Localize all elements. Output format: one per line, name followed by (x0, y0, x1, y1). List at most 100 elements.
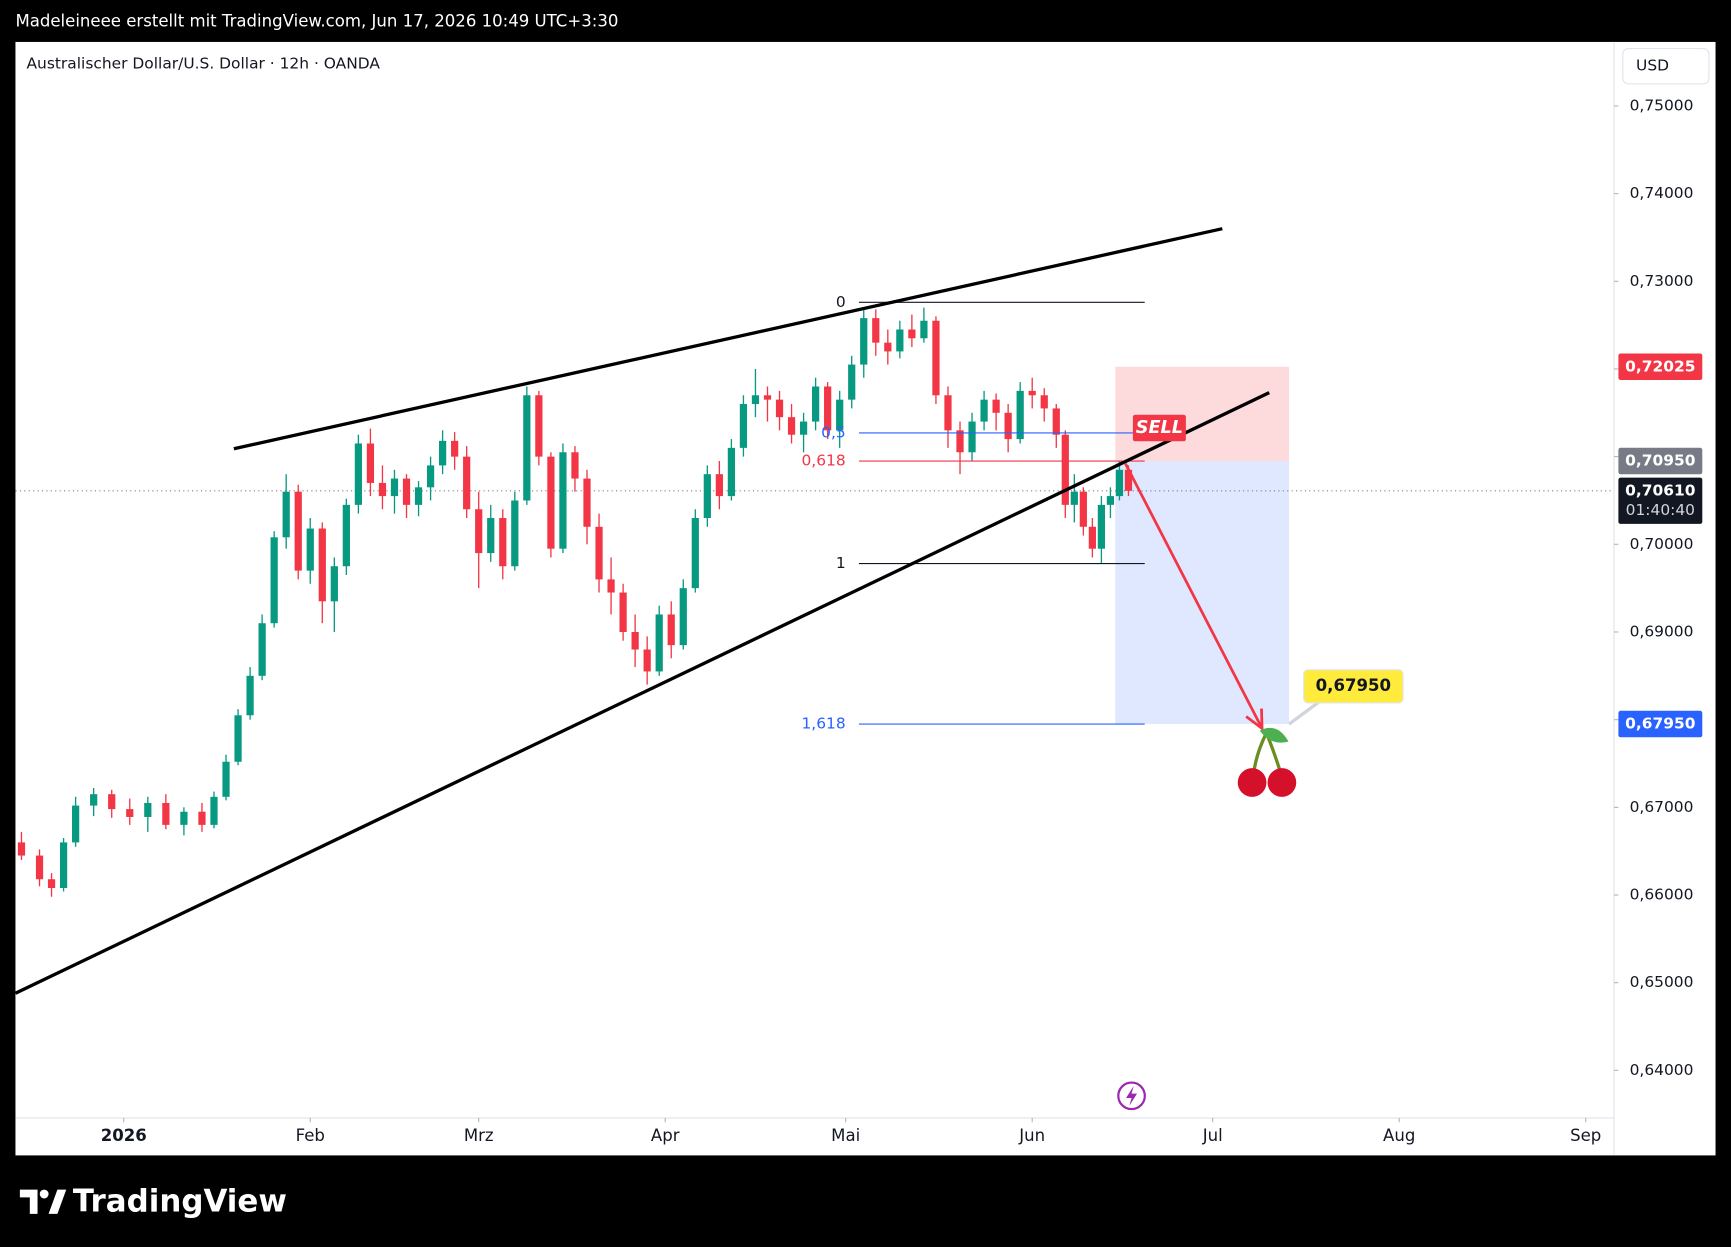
x-tick-label: Mrz (464, 1126, 494, 1145)
candle-body (234, 715, 242, 762)
candle-body (35, 855, 44, 880)
price-tag-label: 0,70950 (1625, 452, 1695, 470)
candle-body (884, 342, 892, 352)
y-tick-label: 0,65000 (1630, 973, 1694, 991)
candle-body (860, 318, 868, 365)
candle-body (872, 318, 880, 343)
price-tag (1618, 353, 1703, 381)
price-tag-label: 0,72025 (1625, 357, 1695, 375)
attribution: Madeleineee erstellt mit TradingView.com… (15, 12, 618, 31)
candle-body (787, 417, 796, 435)
cherry (1267, 768, 1297, 797)
x-tick-label: 2026 (101, 1126, 147, 1145)
candle-body (17, 842, 26, 856)
logo-dot (39, 1189, 49, 1199)
fib-label: 0,5 (821, 423, 846, 441)
candle-body (619, 592, 627, 632)
x-tick-label: Aug (1383, 1126, 1415, 1145)
candle-body (270, 537, 278, 624)
candle-body (968, 421, 976, 453)
alert-icon[interactable] (1117, 1081, 1146, 1111)
candle-body (426, 465, 435, 488)
candle-body (751, 395, 760, 405)
cherry (1237, 768, 1267, 797)
candle-body (980, 399, 988, 422)
callout-pointer (1288, 700, 1321, 726)
candle-body (1115, 469, 1124, 497)
price-tag (1618, 447, 1703, 475)
callout-box (1303, 669, 1404, 704)
currency-box[interactable] (1622, 48, 1710, 85)
candle-body (607, 579, 615, 593)
candle-body (414, 487, 423, 505)
chart-panel (15, 41, 1716, 1156)
candle-body (631, 631, 639, 650)
candle-body (366, 443, 375, 483)
candle-body (144, 802, 152, 817)
candle-body (848, 364, 856, 400)
candle-body (523, 395, 531, 501)
candle-body (294, 491, 302, 571)
candle-body (59, 842, 68, 888)
y-tick-label: 0,69000 (1630, 622, 1694, 640)
candle-body (836, 399, 844, 431)
candle-body (812, 386, 820, 422)
candle-body (1061, 434, 1069, 505)
fib-label: 0,618 (801, 452, 845, 470)
x-tick-label: Jun (1018, 1126, 1045, 1145)
candle-body (402, 478, 411, 505)
x-tick-label: Jul (1202, 1126, 1223, 1145)
candle-body (932, 320, 940, 396)
cherry-leaf (1259, 727, 1289, 743)
candle-body (72, 805, 80, 843)
candle-body (1040, 395, 1048, 409)
candle-body (547, 456, 555, 549)
candle-body (1070, 491, 1078, 505)
stop-zone (1115, 366, 1290, 462)
sell-badge (1132, 414, 1186, 442)
current-price-tag (1618, 477, 1703, 524)
candle-body (439, 440, 447, 466)
candle-body (318, 528, 326, 602)
candle-body (739, 404, 748, 448)
candle-body (583, 478, 591, 527)
sell-label: SELL (1136, 418, 1183, 438)
candle-body (108, 794, 116, 810)
candle-body (451, 440, 459, 457)
candle-body (198, 811, 206, 825)
currency[interactable]: USD (1636, 57, 1669, 75)
logo-mark (48, 1189, 67, 1214)
candle-body (282, 491, 290, 538)
candle-body (258, 623, 266, 676)
candle-body (896, 329, 904, 352)
candle-body (667, 614, 675, 646)
y-tick-label: 0,75000 (1630, 96, 1694, 114)
candle-body (643, 649, 651, 672)
candle-body (180, 811, 188, 825)
price-tag-label: 0,67950 (1625, 715, 1695, 733)
candle-body (715, 474, 723, 497)
candle-body (992, 399, 1000, 413)
candle-body (475, 509, 483, 554)
y-tick-label: 0,67000 (1630, 798, 1694, 816)
candle-body (1088, 526, 1096, 549)
candle-body (703, 474, 711, 519)
candle-body (727, 447, 736, 497)
x-tick-label: Feb (296, 1126, 325, 1145)
candle-body (463, 456, 471, 510)
candle-body (222, 761, 230, 797)
alert-bolt (1126, 1085, 1138, 1106)
candle-body (571, 452, 579, 479)
y-tick-label: 0,73000 (1630, 272, 1694, 290)
candle-body (378, 482, 387, 497)
candle-body (90, 794, 98, 806)
y-tick-label: 0,74000 (1630, 184, 1694, 202)
candle-body (499, 518, 507, 567)
candle-body (956, 430, 964, 453)
candle-body (763, 395, 772, 400)
y-tick-label: 0,70000 (1630, 535, 1694, 553)
candle-body (1079, 491, 1087, 527)
trendline (233, 227, 1223, 451)
trendline (14, 391, 1270, 995)
